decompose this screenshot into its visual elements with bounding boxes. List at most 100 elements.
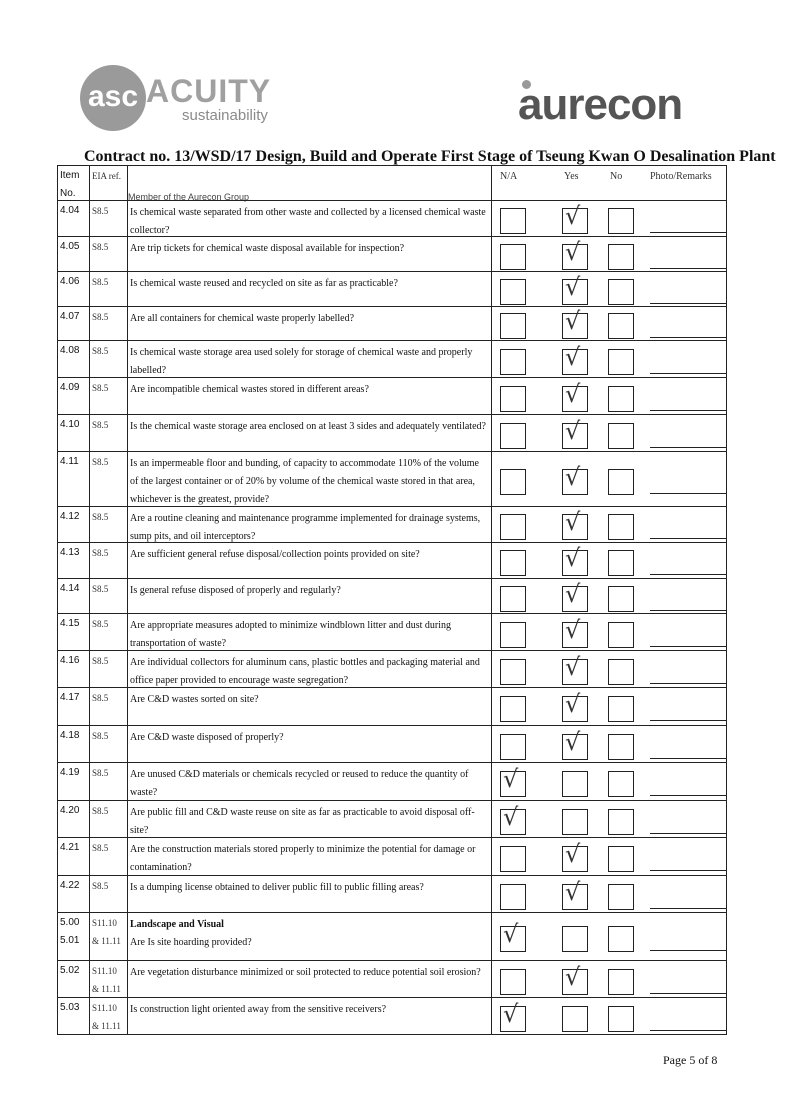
checkbox-yes[interactable] <box>562 771 588 797</box>
question-cell: Is chemical waste reused and recycled on… <box>128 272 492 306</box>
checkbox-yes[interactable]: √ <box>562 239 588 270</box>
remarks-line[interactable] <box>650 795 726 796</box>
remarks-line[interactable] <box>650 646 726 647</box>
checkbox-na[interactable]: √ <box>500 921 526 952</box>
checkbox-yes[interactable]: √ <box>562 964 588 995</box>
checkbox-yes[interactable]: √ <box>562 274 588 305</box>
checkbox-yes[interactable] <box>562 809 588 835</box>
checkbox-no[interactable] <box>608 622 634 648</box>
checkbox-no[interactable] <box>608 969 634 995</box>
checkbox-no[interactable] <box>608 279 634 305</box>
checkbox-na[interactable] <box>500 550 526 576</box>
remarks-line[interactable] <box>650 720 726 721</box>
remarks-line[interactable] <box>650 1030 726 1031</box>
checkmark-icon: √ <box>565 690 581 718</box>
remarks-line[interactable] <box>650 268 726 269</box>
checkbox-yes[interactable]: √ <box>562 381 588 412</box>
remarks-line[interactable] <box>650 950 726 951</box>
checkbox-na[interactable] <box>500 423 526 449</box>
remarks-line[interactable] <box>650 908 726 909</box>
checkbox-no[interactable] <box>608 208 634 234</box>
checkbox-na[interactable] <box>500 659 526 685</box>
checkbox-no[interactable] <box>608 1006 634 1032</box>
checkbox-no[interactable] <box>608 244 634 270</box>
checkbox-na[interactable] <box>500 514 526 540</box>
checkbox-na[interactable]: √ <box>500 766 526 797</box>
eia-ref: S8.5 <box>90 688 128 725</box>
checkbox-yes[interactable] <box>562 926 588 952</box>
checkbox-yes[interactable]: √ <box>562 654 588 685</box>
checkbox-na[interactable] <box>500 846 526 872</box>
checkbox-no[interactable] <box>608 514 634 540</box>
checkbox-no[interactable] <box>608 313 634 339</box>
checkbox-yes[interactable]: √ <box>562 691 588 722</box>
checkbox-na[interactable] <box>500 208 526 234</box>
checkbox-yes[interactable]: √ <box>562 879 588 910</box>
remarks-line[interactable] <box>650 574 726 575</box>
checkbox-no[interactable] <box>608 550 634 576</box>
checkbox-na[interactable] <box>500 279 526 305</box>
checkbox-yes[interactable]: √ <box>562 841 588 872</box>
checkmark-icon: √ <box>565 307 581 335</box>
checkbox-no[interactable] <box>608 586 634 612</box>
question-cell: Are incompatible chemical wastes stored … <box>128 378 492 414</box>
checkbox-na[interactable]: √ <box>500 1001 526 1032</box>
checkbox-yes[interactable]: √ <box>562 729 588 760</box>
checkbox-na[interactable]: √ <box>500 804 526 835</box>
checkbox-yes[interactable]: √ <box>562 418 588 449</box>
checkbox-na[interactable] <box>500 734 526 760</box>
checkbox-yes[interactable]: √ <box>562 581 588 612</box>
checkbox-no[interactable] <box>608 386 634 412</box>
checkbox-na[interactable] <box>500 349 526 375</box>
remarks-line[interactable] <box>650 833 726 834</box>
checkbox-na[interactable] <box>500 696 526 722</box>
remarks-line[interactable] <box>650 337 726 338</box>
checkbox-no[interactable] <box>608 884 634 910</box>
checkbox-no[interactable] <box>608 423 634 449</box>
checkbox-yes[interactable]: √ <box>562 464 588 495</box>
remarks-line[interactable] <box>650 538 726 539</box>
checkbox-na[interactable] <box>500 586 526 612</box>
remarks-line[interactable] <box>650 870 726 871</box>
checkbox-no[interactable] <box>608 926 634 952</box>
checkbox-no[interactable] <box>608 469 634 495</box>
checkbox-yes[interactable]: √ <box>562 344 588 375</box>
checkbox-yes[interactable]: √ <box>562 203 588 234</box>
remarks-line[interactable] <box>650 610 726 611</box>
remarks-line[interactable] <box>650 410 726 411</box>
checkbox-no[interactable] <box>608 771 634 797</box>
remarks-line[interactable] <box>650 993 726 994</box>
remarks-line[interactable] <box>650 232 726 233</box>
item-number: 4.05 <box>58 237 90 271</box>
checkbox-no[interactable] <box>608 846 634 872</box>
remarks-line[interactable] <box>650 373 726 374</box>
checkbox-no[interactable] <box>608 349 634 375</box>
remarks-line[interactable] <box>650 758 726 759</box>
checkbox-no[interactable] <box>608 809 634 835</box>
question-cell: Landscape and Visual Are Is site hoarding… <box>128 913 492 960</box>
checkbox-na[interactable] <box>500 469 526 495</box>
question-text: Is the chemical waste storage area enclo… <box>130 421 486 432</box>
checkbox-yes[interactable]: √ <box>562 617 588 648</box>
remarks-line[interactable] <box>650 683 726 684</box>
checkbox-no[interactable] <box>608 696 634 722</box>
remarks-line[interactable] <box>650 493 726 494</box>
eia-ref: S8.5 <box>90 876 128 912</box>
checkbox-na[interactable] <box>500 244 526 270</box>
remarks-line[interactable] <box>650 447 726 448</box>
checkbox-yes[interactable] <box>562 1006 588 1032</box>
checkbox-no[interactable] <box>608 734 634 760</box>
remarks-line[interactable] <box>650 303 726 304</box>
checkbox-na[interactable] <box>500 969 526 995</box>
checkbox-na[interactable] <box>500 386 526 412</box>
checkbox-no[interactable] <box>608 659 634 685</box>
checkbox-yes[interactable]: √ <box>562 545 588 576</box>
checkbox-na[interactable] <box>500 313 526 339</box>
question-text: Are Is site hoarding provided? <box>130 937 252 948</box>
eia-ref: S11.10 & 11.11 <box>90 998 128 1034</box>
header-eia: EIA ref. <box>90 166 128 200</box>
checkbox-yes[interactable]: √ <box>562 308 588 339</box>
checkbox-na[interactable] <box>500 622 526 648</box>
checkbox-na[interactable] <box>500 884 526 910</box>
checkbox-yes[interactable]: √ <box>562 509 588 540</box>
